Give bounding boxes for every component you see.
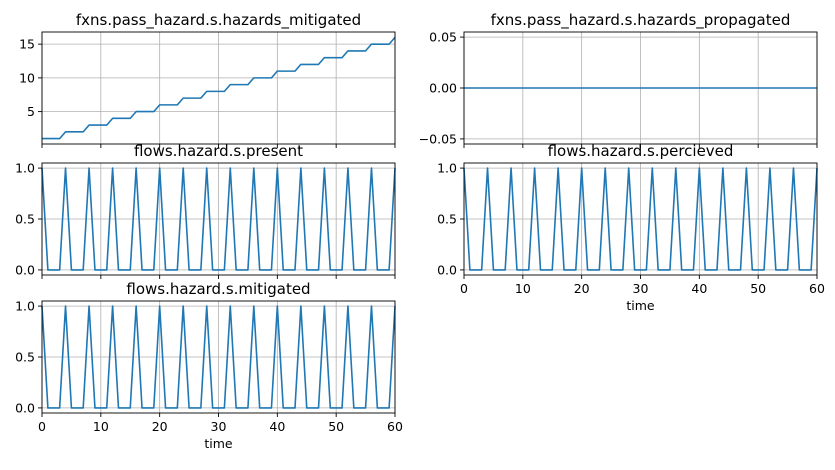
x-tick-label: 30 [211, 419, 227, 434]
y-tick-label: 1.0 [437, 161, 457, 176]
y-tick-label: 5 [27, 104, 35, 119]
x-tick-label: 0 [460, 281, 468, 296]
subplot-title: flows.hazard.s.mitigated [126, 280, 310, 298]
y-tick-label: 0.05 [429, 30, 457, 45]
y-tick-label: 0.0 [15, 262, 35, 277]
x-tick-label: 60 [809, 281, 825, 296]
x-axis-label: time [204, 436, 233, 451]
series-line-1 [41, 167, 396, 271]
x-tick-label: 10 [93, 419, 109, 434]
x-tick-label: 50 [328, 419, 344, 434]
y-tick-label: 0.0 [437, 262, 457, 277]
x-tick-label: 10 [515, 281, 531, 296]
x-tick-label: 20 [152, 419, 168, 434]
subplot-5: 0.0 0.5 1.0 0 10 20 30 40 50 60 time flows.hazard.s… [15, 280, 403, 451]
subplot-3: 0.0 0.5 1.0 flows.hazard.s.present [15, 142, 396, 279]
x-tick-label: 0 [38, 419, 46, 434]
y-tick-label: 0.0 [15, 400, 35, 415]
y-tick-label: 0.5 [15, 350, 35, 365]
series-line-1 [42, 36, 396, 140]
subplot-title: fxns.pass_hazard.s.hazards_propagated [491, 11, 791, 30]
subplot-title: flows.hazard.s.percieved [548, 142, 734, 160]
y-tick-label: −0.05 [419, 131, 457, 146]
x-axis-label: time [626, 298, 655, 313]
subplot-4: 0.0 0.5 1.0 0 10 20 30 40 50 60 time flows.hazard.s… [437, 142, 825, 313]
y-tick-label: 15 [19, 37, 35, 52]
y-tick-label: 0.5 [437, 212, 457, 227]
x-tick-label: 40 [691, 281, 707, 296]
subplot-1: 5 10 15 fxns.pass_hazard.s.hazards_mitigate… [19, 11, 396, 148]
series-line-1 [41, 305, 396, 409]
x-tick-label: 30 [633, 281, 649, 296]
series-line-1 [463, 167, 818, 271]
y-tick-label: 0.5 [15, 212, 35, 227]
x-tick-label: 20 [574, 281, 590, 296]
y-tick-label: 10 [19, 70, 35, 85]
subplot-2: −0.05 0.00 0.05 fxns.pass_hazard.s.hazards_… [419, 11, 818, 148]
y-tick-label: 1.0 [15, 161, 35, 176]
x-tick-label: 40 [269, 419, 285, 434]
subplot-title: fxns.pass_hazard.s.hazards_mitigated [76, 11, 361, 30]
x-tick-label: 60 [387, 419, 403, 434]
y-tick-label: 1.0 [15, 299, 35, 314]
x-tick-label: 50 [750, 281, 766, 296]
subplot-title: flows.hazard.s.present [134, 142, 303, 160]
y-tick-label: 0.00 [429, 81, 457, 96]
